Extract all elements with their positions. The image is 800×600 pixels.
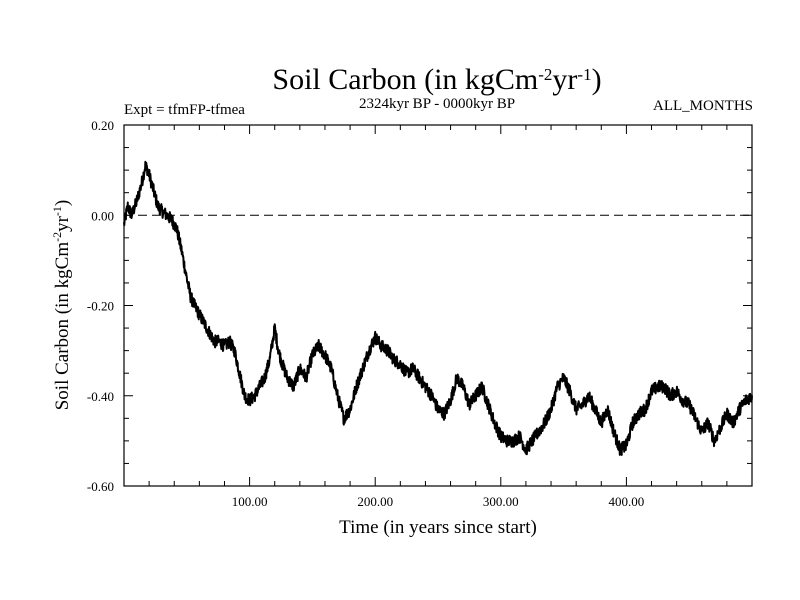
y-axis-title-sup1: -2	[50, 232, 64, 242]
axis-ticks	[123, 124, 753, 487]
y-axis-title-sup2: -1	[50, 206, 64, 216]
y-axis-title-end: )	[52, 200, 73, 206]
chart-title-mid: yr	[552, 63, 577, 96]
plot-frame	[123, 124, 753, 487]
x-tick-label: 400.00	[609, 494, 645, 509]
axis-tick-labels: 100.00 200.00 300.00 400.00 0.20 0.00 -0.20 -0.…	[87, 118, 644, 509]
x-tick-label: 200.00	[357, 494, 393, 509]
chart-title-end: )	[592, 63, 602, 96]
chart-title: Soil Carbon (in kgCm-2yr-1)	[272, 63, 601, 96]
y-tick-label: 0.00	[91, 208, 114, 223]
y-axis-title-mid: yr	[52, 215, 73, 232]
x-axis-title: Time (in years since start)	[339, 517, 537, 538]
y-tick-label: -0.40	[87, 389, 114, 404]
chart-title-base: Soil Carbon (in kgCm	[272, 63, 538, 96]
chart-title-sup2: -1	[577, 65, 591, 84]
y-tick-label: -0.20	[87, 299, 114, 314]
y-tick-label: 0.20	[91, 118, 114, 133]
x-tick-label: 100.00	[232, 494, 268, 509]
series-line	[123, 160, 753, 456]
x-tick-label: 300.00	[483, 494, 519, 509]
subtitle-center: 2324kyr BP - 0000kyr BP	[359, 96, 515, 112]
y-tick-label: -0.60	[87, 479, 114, 494]
chart-title-sup1: -2	[538, 65, 552, 84]
y-axis-title-base: Soil Carbon (in kgCm	[52, 242, 73, 411]
y-axis-title: Soil Carbon (in kgCm-2yr-1)	[50, 200, 73, 411]
subtitle-right: ALL_MONTHS	[653, 98, 753, 114]
subtitle-left: Expt = tfmFP-tfmea	[124, 102, 245, 118]
